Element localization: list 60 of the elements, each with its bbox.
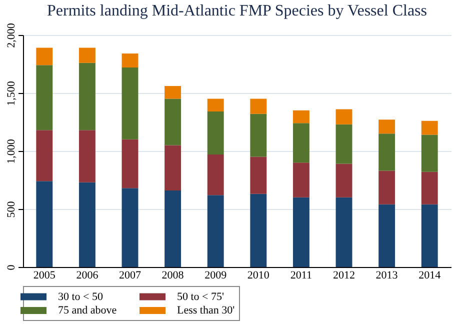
bar	[421, 172, 438, 204]
bar	[122, 67, 138, 140]
bar	[207, 154, 224, 196]
legend-label: 50 to < 75'	[177, 290, 224, 303]
bar	[421, 204, 438, 267]
legend-label: Less than 30'	[177, 304, 235, 316]
bar	[78, 182, 96, 267]
bar	[164, 190, 182, 267]
bar	[207, 98, 224, 112]
bar	[336, 164, 352, 198]
x-tick-label: 2008	[162, 270, 184, 282]
bar	[292, 197, 310, 267]
x-tick-label: 2009	[204, 270, 228, 282]
bar	[336, 109, 352, 124]
bar	[36, 181, 53, 267]
x-tick-label: 2014	[418, 270, 442, 282]
bar	[378, 120, 396, 134]
y-tick-label: 0	[6, 264, 18, 270]
bar	[250, 114, 267, 157]
bar	[164, 98, 182, 146]
bar	[421, 120, 438, 135]
bar	[78, 130, 96, 182]
bar	[250, 194, 267, 267]
bar	[292, 110, 310, 124]
x-tick-label: 2006	[76, 270, 99, 282]
x-tick-label: 2005	[33, 270, 56, 282]
bar	[78, 48, 96, 63]
bar	[292, 123, 310, 163]
x-tick-label: 2011	[290, 270, 312, 282]
bar	[207, 112, 224, 154]
bar	[122, 54, 138, 68]
y-tick-label: 2,000	[6, 22, 18, 48]
legend-label: 30 to < 50	[58, 290, 104, 303]
bar	[336, 124, 352, 164]
bar	[78, 62, 96, 130]
y-tick-label: 1,000	[6, 138, 18, 164]
x-tick-label: 2007	[119, 270, 142, 282]
bar	[378, 204, 396, 267]
bar	[250, 98, 267, 114]
bar	[207, 195, 224, 267]
x-tick-label: 2013	[376, 270, 398, 282]
bar	[164, 86, 182, 99]
y-tick-label: 500	[6, 200, 18, 218]
bar	[292, 162, 310, 198]
bar	[122, 188, 138, 267]
y-tick-label: 1,500	[6, 80, 18, 106]
bar	[378, 170, 396, 204]
bar	[164, 145, 182, 190]
x-tick-label: 2012	[333, 270, 355, 282]
bar	[336, 197, 352, 267]
bar	[36, 65, 53, 130]
bar	[421, 134, 438, 172]
bar	[36, 48, 53, 66]
bar	[122, 139, 138, 188]
bar	[250, 156, 267, 194]
chart-title: Permits landing Mid-Atlantic FMP Species by Vessel Class	[47, 2, 427, 20]
legend-label: 75 and above	[58, 304, 117, 316]
bar	[378, 134, 396, 171]
bar	[36, 130, 53, 182]
x-tick-label: 2010	[247, 270, 270, 282]
